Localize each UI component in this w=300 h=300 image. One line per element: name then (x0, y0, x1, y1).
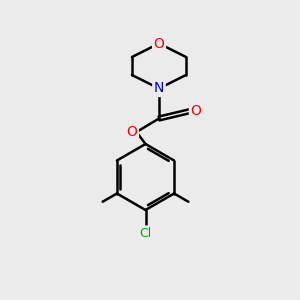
Text: O: O (154, 37, 164, 50)
Text: O: O (190, 104, 201, 118)
Text: O: O (127, 125, 137, 139)
Text: N: N (154, 82, 164, 95)
Text: Cl: Cl (140, 227, 152, 240)
